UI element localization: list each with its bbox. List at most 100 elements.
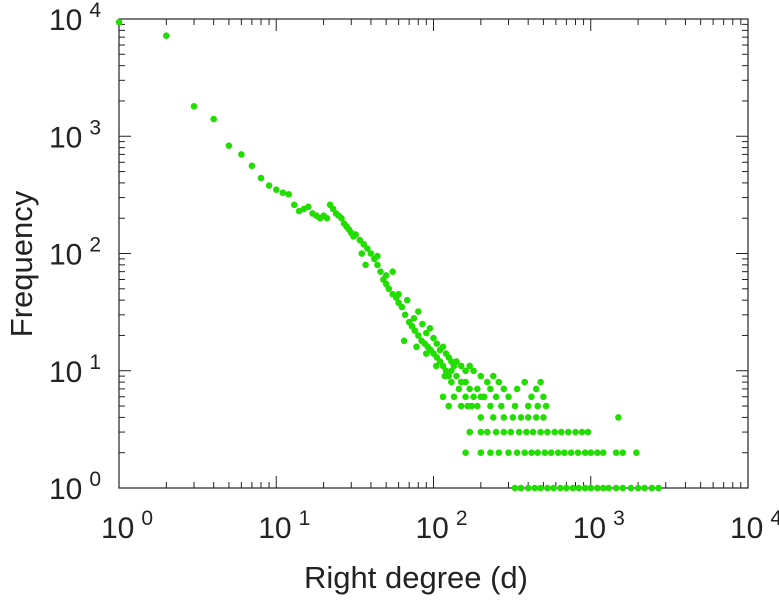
data-point xyxy=(470,367,477,375)
data-point xyxy=(524,414,532,421)
data-point xyxy=(551,428,558,436)
data-point xyxy=(439,362,447,370)
data-point xyxy=(634,484,642,492)
data-point xyxy=(524,402,532,410)
y-tick-label: 10 1 xyxy=(49,351,101,389)
data-point xyxy=(487,402,494,410)
data-point xyxy=(115,18,123,26)
data-point xyxy=(565,428,572,436)
data-point xyxy=(599,449,607,457)
data-point xyxy=(544,484,551,492)
data-point xyxy=(537,378,544,386)
y-tick-label: 10 2 xyxy=(49,234,101,272)
data-point xyxy=(403,296,411,304)
data-point xyxy=(540,393,547,401)
data-point xyxy=(542,402,550,410)
x-tick-label: 10 2 xyxy=(415,507,467,545)
data-point xyxy=(360,240,368,248)
data-point xyxy=(572,428,579,436)
data-point xyxy=(500,385,508,393)
data-point xyxy=(575,484,583,492)
data-point xyxy=(563,484,570,492)
data-point xyxy=(423,350,430,357)
data-point xyxy=(430,334,437,342)
data-point xyxy=(398,303,406,311)
data-point xyxy=(323,214,331,222)
data-point xyxy=(567,449,575,457)
data-point xyxy=(395,290,402,298)
data-point xyxy=(619,484,627,492)
data-point xyxy=(466,385,474,393)
data-point xyxy=(515,428,523,436)
data-point xyxy=(477,428,485,436)
data-point xyxy=(401,311,409,319)
data-point xyxy=(655,484,662,492)
data-point xyxy=(594,484,601,492)
data-point xyxy=(382,280,390,288)
data-point xyxy=(633,449,640,457)
data-point xyxy=(547,449,555,457)
data-point xyxy=(558,428,565,436)
data-point xyxy=(498,402,505,410)
data-point xyxy=(457,362,465,370)
data-point xyxy=(484,378,491,386)
data-point xyxy=(523,428,530,436)
data-point xyxy=(163,32,170,39)
axis-ticks xyxy=(118,18,749,489)
data-point xyxy=(477,449,485,457)
data-point xyxy=(450,393,458,401)
data-point xyxy=(477,414,485,421)
data-point xyxy=(238,151,245,158)
data-point xyxy=(509,414,517,421)
data-point xyxy=(517,484,525,492)
data-point xyxy=(550,484,557,492)
data-point xyxy=(490,372,497,380)
data-point xyxy=(524,484,532,492)
data-point xyxy=(374,261,381,269)
data-point xyxy=(273,186,280,193)
data-point xyxy=(554,449,562,457)
data-point xyxy=(511,484,519,492)
data-point xyxy=(464,402,472,410)
data-point xyxy=(358,250,366,257)
data-point xyxy=(627,484,635,492)
y-tick-label: 10 0 xyxy=(49,468,101,506)
data-point xyxy=(587,449,595,457)
data-point xyxy=(578,428,586,436)
data-point xyxy=(594,449,601,457)
data-point xyxy=(210,115,217,123)
x-tick-labels: 10 0 10 1 10 2 10 3 10 4 xyxy=(101,507,779,545)
data-point xyxy=(480,393,488,401)
data-point xyxy=(413,343,420,351)
x-tick-label: 10 3 xyxy=(573,507,625,545)
data-point xyxy=(537,428,544,436)
data-point xyxy=(517,414,525,421)
y-axis-title: Frequency xyxy=(4,190,39,337)
data-point xyxy=(439,343,447,351)
data-point xyxy=(557,484,564,492)
data-point xyxy=(511,402,519,410)
data-point xyxy=(529,428,537,436)
data-point xyxy=(248,162,256,170)
data-point xyxy=(490,414,497,421)
data-point xyxy=(400,337,408,345)
data-point xyxy=(537,484,544,492)
data-point xyxy=(466,428,474,436)
data-point xyxy=(569,484,577,492)
data-point xyxy=(581,484,589,492)
data-point xyxy=(470,393,477,401)
data-point xyxy=(290,201,298,209)
data-point xyxy=(487,385,494,393)
data-point xyxy=(423,329,430,337)
data-point xyxy=(338,214,345,222)
data-point xyxy=(641,484,648,492)
data-point xyxy=(581,449,589,457)
data-point xyxy=(534,402,541,410)
data-point xyxy=(513,385,521,393)
data-point xyxy=(362,261,369,269)
data-point xyxy=(453,358,460,365)
data-point xyxy=(410,315,418,322)
data-point xyxy=(544,428,551,436)
data-point xyxy=(540,414,547,421)
data-point xyxy=(605,484,612,492)
